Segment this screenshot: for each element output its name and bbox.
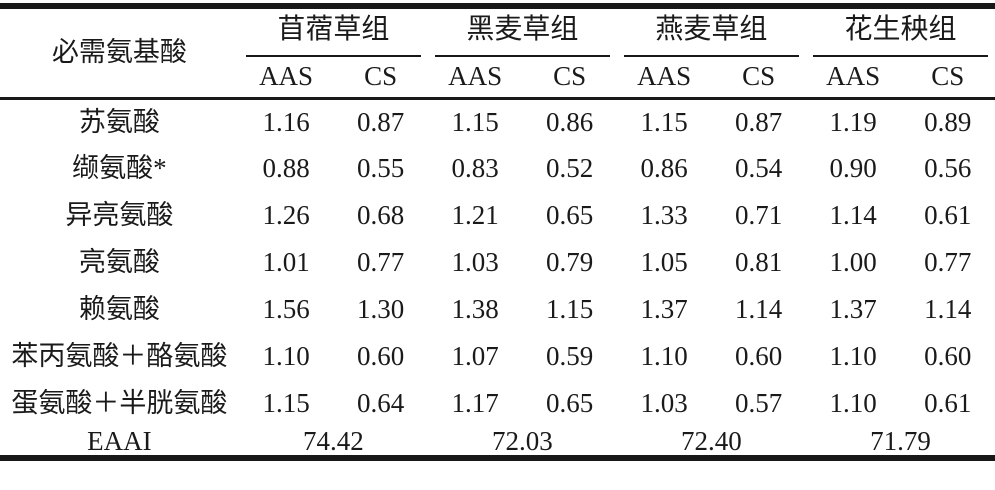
cs-value: 0.56	[924, 153, 972, 183]
aas-value: 0.90	[829, 153, 877, 183]
aas-value: 1.10	[262, 341, 310, 371]
aas-value: 1.37	[829, 294, 877, 324]
cs-value: 0.60	[924, 341, 972, 371]
aas-value: 1.15	[451, 106, 499, 137]
amino-acid-name: 苯丙氨酸＋酪氨酸	[11, 341, 228, 371]
subheader-aas: AAS	[616, 57, 712, 100]
table-row: 缬氨酸* 0.88 0.55 0.83 0.52 0.86 0.54 0.90 0.56	[0, 145, 995, 192]
aas-value: 1.10	[829, 341, 877, 371]
eaai-value-peanut-vine: 71.79	[870, 425, 931, 456]
aas-value: 1.21	[451, 200, 499, 230]
cs-value: 0.52	[545, 153, 594, 183]
amino-acid-name: 赖氨酸	[78, 294, 160, 324]
aas-value: 0.88	[262, 153, 310, 183]
amino-acid-name: 亮氨酸	[78, 247, 160, 277]
aas-value: 1.26	[262, 200, 310, 230]
aas-value: 1.14	[829, 200, 877, 230]
subheader-cs: CS	[900, 57, 995, 100]
aas-value: 1.03	[640, 388, 688, 418]
group-header-row: 必需氨基酸 苜蓿草组 黑麦草组 燕麦草组 花生秧组	[0, 6, 995, 100]
table-row: 亮氨酸 1.01 0.77 1.03 0.79 1.05 0.81 1.00 0.77	[0, 239, 995, 286]
amino-acid-name: 蛋氨酸＋半胱氨酸	[11, 388, 228, 418]
aas-value: 1.10	[640, 341, 688, 371]
row-header-title: 必需氨基酸	[0, 6, 239, 100]
eaai-value-alfalfa: 74.42	[302, 425, 364, 456]
cs-value: 0.77	[924, 247, 972, 277]
table-row: 异亮氨酸 1.26 0.68 1.21 0.65 1.33 0.71 1.14 0.61	[0, 192, 995, 239]
cs-value: 0.54	[735, 153, 783, 183]
amino-acid-name: 苏氨酸	[78, 106, 160, 137]
subheader-aas: AAS	[238, 57, 334, 100]
aas-value: 1.16	[262, 106, 310, 137]
cs-value: 0.86	[545, 106, 594, 137]
subheader-cs: CS	[522, 57, 617, 100]
aas-value: 1.05	[640, 247, 688, 277]
table-header: 必需氨基酸 苜蓿草组 黑麦草组 燕麦草组 花生秧组 AAS CS AAS CS …	[0, 6, 995, 100]
table-row: 苯丙氨酸＋酪氨酸 1.10 0.60 1.07 0.59 1.10 0.60 1.10 0.60	[0, 333, 995, 380]
aas-value: 1.10	[829, 388, 877, 418]
table-body: 苏氨酸 1.16 0.87 1.15 0.86 1.15 0.87 1.19 0.89 缬氨酸* 0…	[0, 98, 995, 427]
cs-value: 0.87	[356, 106, 405, 137]
cs-value: 0.89	[924, 106, 972, 137]
aas-value: 0.86	[640, 153, 688, 183]
eaai-value-oatgrass: 72.40	[681, 425, 742, 456]
cs-value: 1.15	[545, 294, 594, 324]
cs-value: 1.14	[735, 294, 783, 324]
subheader-aas: AAS	[427, 57, 523, 100]
cs-value: 0.68	[356, 200, 405, 230]
aas-value: 0.83	[451, 153, 499, 183]
cs-value: 0.77	[356, 247, 405, 277]
amino-acid-score-table: 必需氨基酸 苜蓿草组 黑麦草组 燕麦草组 花生秧组 AAS CS AAS CS …	[0, 3, 995, 461]
subheader-row: AAS CS AAS CS AAS CS AAS CS	[0, 57, 995, 100]
aas-value: 1.01	[262, 247, 310, 277]
group-header-peanut-vine: 花生秧组	[806, 6, 995, 57]
cs-value: 0.64	[356, 388, 405, 418]
table-row: 苏氨酸 1.16 0.87 1.15 0.86 1.15 0.87 1.19 0.89	[0, 98, 995, 145]
table-row: 赖氨酸 1.56 1.30 1.38 1.15 1.37 1.14 1.37 1.14	[0, 286, 995, 333]
cs-value: 0.57	[735, 388, 783, 418]
amino-acid-name: 异亮氨酸	[65, 200, 174, 230]
aas-value: 1.15	[262, 388, 310, 418]
eaai-row: EAAI 74.42 72.03 72.40 71.79	[0, 427, 995, 458]
eaai-value-ryegrass: 72.03	[491, 425, 553, 456]
aas-value: 1.17	[451, 388, 499, 418]
cs-value: 0.55	[356, 153, 405, 183]
cs-value: 0.59	[545, 341, 594, 371]
cs-value: 0.65	[545, 388, 594, 418]
cs-value: 1.14	[924, 294, 972, 324]
subheader-cs: CS	[711, 57, 806, 100]
aas-value: 1.37	[640, 294, 688, 324]
cs-value: 0.60	[356, 341, 405, 371]
subheader-cs: CS	[333, 57, 428, 100]
group-header-alfalfa: 苜蓿草组	[239, 6, 428, 57]
cs-value: 1.30	[356, 294, 405, 324]
cs-value: 0.81	[735, 247, 783, 277]
aas-value: 1.15	[640, 106, 688, 137]
cs-value: 0.79	[545, 247, 594, 277]
aas-value: 1.07	[451, 341, 499, 371]
aas-value: 1.00	[829, 247, 877, 277]
group-header-oatgrass: 燕麦草组	[617, 6, 806, 57]
cs-value: 0.61	[924, 200, 972, 230]
aas-value: 1.03	[451, 247, 499, 277]
aas-value: 1.19	[829, 106, 877, 137]
eaai-label: EAAI	[87, 425, 152, 456]
aas-value: 1.38	[451, 294, 499, 324]
amino-acid-name: 缬氨酸*	[72, 153, 167, 183]
group-header-ryegrass: 黑麦草组	[428, 6, 617, 57]
aas-value: 1.33	[640, 200, 688, 230]
cs-value: 0.87	[735, 106, 783, 137]
cs-value: 0.65	[545, 200, 594, 230]
table-footer: EAAI 74.42 72.03 72.40 71.79	[0, 427, 995, 458]
cs-value: 0.60	[735, 341, 783, 371]
subheader-aas: AAS	[805, 57, 901, 100]
aas-value: 1.56	[262, 294, 310, 324]
table-row: 蛋氨酸＋半胱氨酸 1.15 0.64 1.17 0.65 1.03 0.57 1.10 0.61	[0, 380, 995, 427]
cs-value: 0.71	[735, 200, 783, 230]
cs-value: 0.61	[924, 388, 972, 418]
